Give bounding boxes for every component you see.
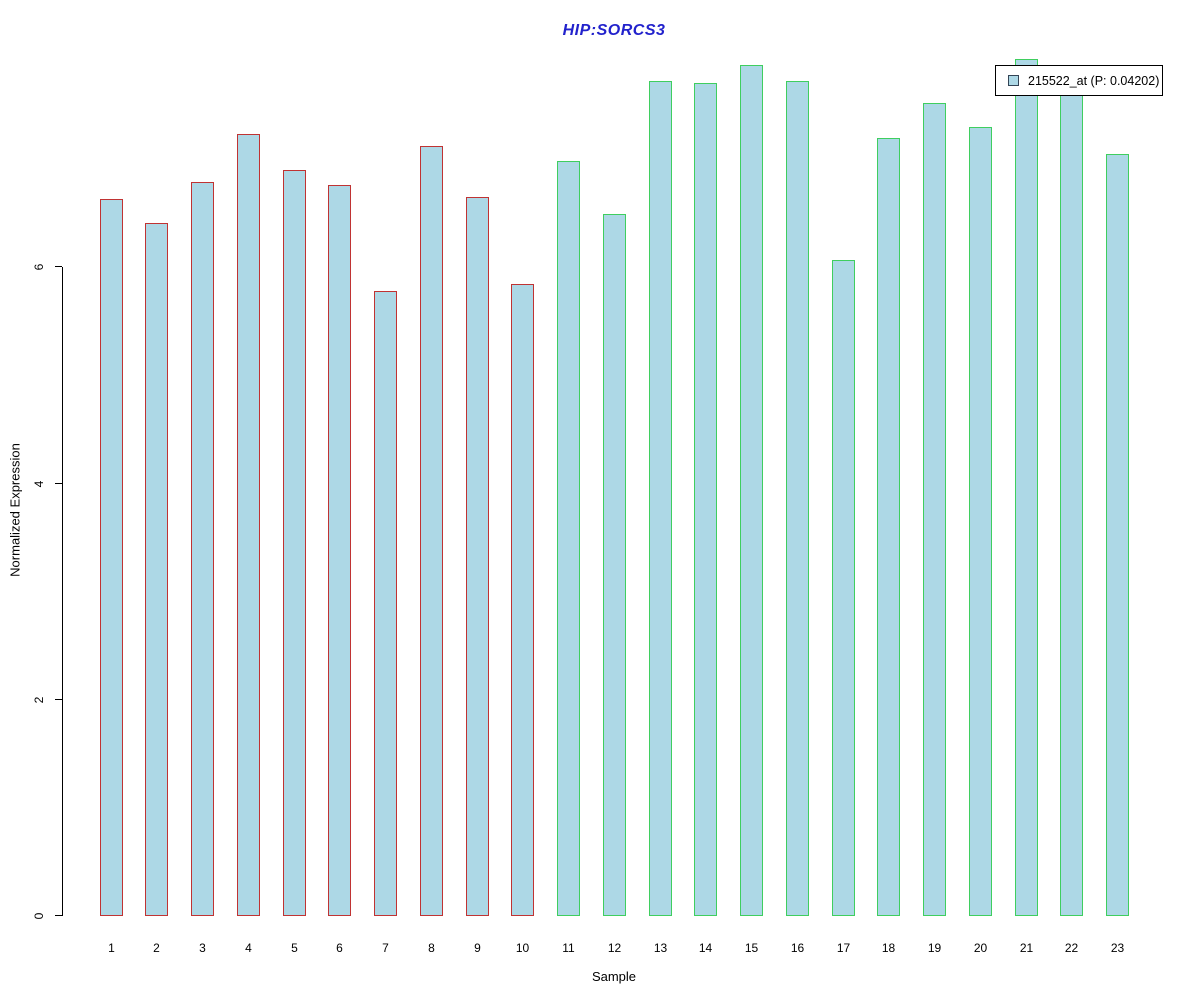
x-tick-label-10: 10 [515, 941, 530, 955]
x-tick-label-21: 21 [1019, 941, 1034, 955]
x-tick-label-8: 8 [428, 941, 435, 955]
x-tick-label-18: 18 [881, 941, 896, 955]
bar-sample-6 [328, 185, 351, 916]
bar-sample-15 [740, 65, 763, 916]
x-tick-label-16: 16 [790, 941, 805, 955]
x-tick-label-15: 15 [744, 941, 759, 955]
bar-sample-21 [1015, 59, 1038, 916]
bar-sample-1 [100, 199, 123, 916]
y-tick-4 [55, 483, 62, 484]
y-tick-label-0: 0 [32, 912, 46, 919]
bar-sample-12 [603, 214, 626, 916]
bar-sample-16 [786, 81, 809, 916]
bar-sample-19 [923, 103, 946, 916]
y-axis-line [62, 267, 63, 916]
y-tick-label-2: 2 [32, 696, 46, 703]
bar-sample-11 [557, 161, 580, 916]
x-tick-label-11: 11 [562, 941, 575, 955]
legend-box: 215522_at (P: 0.04202) [995, 65, 1163, 96]
x-tick-label-22: 22 [1064, 941, 1079, 955]
x-tick-label-6: 6 [336, 941, 343, 955]
x-tick-label-20: 20 [973, 941, 988, 955]
x-tick-label-14: 14 [698, 941, 713, 955]
bar-sample-20 [969, 127, 992, 916]
x-tick-label-13: 13 [653, 941, 668, 955]
bar-sample-7 [374, 291, 397, 916]
x-tick-label-4: 4 [245, 941, 252, 955]
y-tick-6 [55, 266, 62, 267]
bar-sample-3 [191, 182, 214, 916]
bar-sample-14 [694, 83, 717, 916]
bar-sample-5 [283, 170, 306, 916]
bar-sample-2 [145, 223, 168, 916]
bar-sample-9 [466, 197, 489, 916]
x-tick-label-3: 3 [199, 941, 206, 955]
bar-sample-10 [511, 284, 534, 916]
x-tick-label-17: 17 [836, 941, 851, 955]
legend-key-swatch-icon [1008, 75, 1019, 86]
x-axis-label: Sample [591, 969, 637, 984]
x-tick-label-19: 19 [927, 941, 942, 955]
bar-sample-18 [877, 138, 900, 916]
y-tick-2 [55, 699, 62, 700]
x-tick-label-7: 7 [382, 941, 389, 955]
x-tick-label-9: 9 [474, 941, 481, 955]
y-tick-label-4: 4 [32, 480, 46, 487]
x-tick-label-2: 2 [153, 941, 160, 955]
y-tick-label-6: 6 [32, 263, 46, 270]
bar-sample-4 [237, 134, 260, 916]
chart-title: HIP:SORCS3 [562, 22, 666, 39]
x-tick-label-5: 5 [291, 941, 298, 955]
y-axis-label: Normalized Expression [7, 443, 23, 577]
bar-sample-13 [649, 81, 672, 916]
x-tick-label-1: 1 [108, 941, 115, 955]
bar-sample-17 [832, 260, 855, 916]
bar-sample-23 [1106, 154, 1129, 916]
x-tick-label-12: 12 [607, 941, 622, 955]
bar-sample-22 [1060, 78, 1083, 916]
legend-label: 215522_at (P: 0.04202) [1028, 73, 1160, 88]
x-tick-label-23: 23 [1110, 941, 1125, 955]
y-tick-0 [55, 915, 62, 916]
bar-sample-8 [420, 146, 443, 916]
